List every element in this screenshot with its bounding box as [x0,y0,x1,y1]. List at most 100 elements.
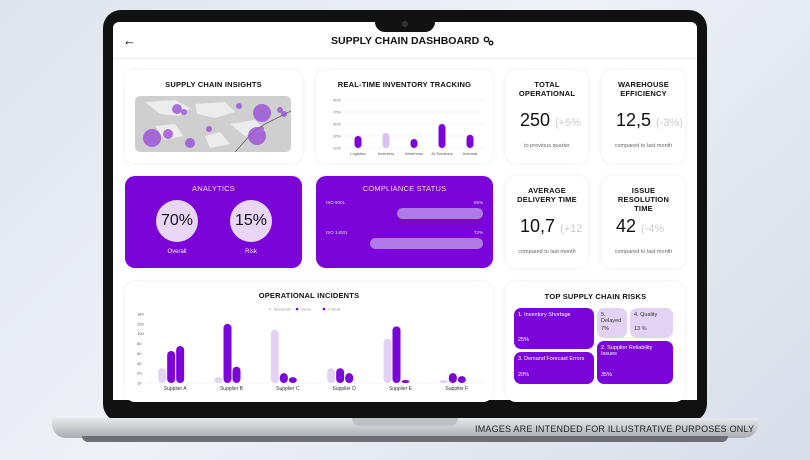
laptop-groove [352,418,458,426]
risk-tile[interactable]: 2. Supplier Reliability Issues 35% [597,341,673,384]
kpi-subtitle: compared to last month [614,143,673,149]
x-tick-label: Supplier D [332,386,356,392]
kpi-title: TOTAL OPERATIONAL [518,80,576,98]
card-title: SUPPLY CHAIN INSIGHTS [165,80,262,89]
legend-marker [322,307,326,311]
y-tick-label: 70% [333,110,341,115]
compliance-label: ISO 9001 [326,200,346,205]
incident-bar[interactable] [345,373,354,383]
risk-label: 4. Quality [634,312,658,318]
risk-pct: 25% [518,337,530,343]
incident-bar[interactable] [401,380,410,383]
compliance-label: ISO 14001 [326,230,348,235]
overall-label: Overall [167,249,187,255]
incident-bar[interactable] [214,377,223,383]
card-title: OPERATIONAL INCIDENTS [258,291,360,300]
kpi-card: AVERAGE DELIVERY TIME 10,7 (+12 compared … [506,176,588,268]
risk-pct: 7% [601,326,609,332]
x-tick-label: Automat [463,151,479,156]
incident-bar[interactable] [176,346,185,383]
incident-bar[interactable] [336,368,345,383]
gears-icon[interactable] [483,36,494,46]
risk-tile[interactable]: 3. Demand Forecast Errors 20% [514,352,594,384]
incident-bar[interactable] [383,338,392,383]
laptop-base-bottom [82,436,728,442]
incident-bar[interactable] [439,380,448,383]
kpi-delta: (+12 [560,223,583,235]
x-tick-label: Supplier F [445,386,468,392]
legend-label: Critical [328,307,340,312]
card-title: REAL-TIME INVENTORY TRACKING [337,80,472,89]
risk-label: 2. Supplier Reliability Issues [601,345,653,357]
risk-pct: 13 % [634,326,647,332]
inventory-bar[interactable] [382,133,390,148]
incident-bar[interactable] [232,366,241,383]
legend-label: Sever [301,307,312,312]
laptop-base [52,418,758,438]
risk-label: 1. Inventory Shortage [518,312,571,318]
y-tick-label: 90% [333,98,341,103]
x-tick-label: Warehous [405,151,423,156]
arrow-left-icon[interactable]: ← [123,33,136,48]
risk-tile[interactable]: 5. Delayed 7% [597,308,627,338]
kpi-delta: (-3%) [656,117,683,129]
kpi-value: 250 (+5% [520,110,581,131]
x-tick-label: Inventory [378,151,394,156]
kpi-card: TOTAL OPERATIONAL 250 (+5% to previous qu… [506,70,588,163]
card-title: ANALYTICS [192,184,235,193]
inventory-bar[interactable] [354,136,362,148]
compliance-pct: 72% [473,230,483,235]
y-tick-label: 40 [137,361,142,366]
kpi-delta: (+5% [555,117,582,129]
incident-bar[interactable] [279,373,288,383]
risk-tile[interactable]: 4. Quality 13 % [630,308,673,338]
x-tick-label: Supplier A [164,386,187,392]
risk-label: 3. Demand Forecast Errors [518,356,585,362]
x-tick-label: Supplier E [389,386,413,392]
incident-bar[interactable] [457,376,466,383]
kpi-title: AVERAGE DELIVERY TIME [517,186,577,204]
incidents-chart: Moderate Sever Critical 10 20 40 60 80 100 120 140… [137,307,485,392]
disclaimer: IMAGES ARE INTENDED FOR ILLUSTRATIVE PUR… [475,424,755,434]
kpi-number: 12,5 [616,110,652,130]
kpi-card: ISSUE RESOLUTION TIME 42 (-4% compared to… [602,176,685,268]
kpi-number: 250 [520,110,551,130]
incident-bar[interactable] [167,350,176,383]
compliance-bar [396,208,483,219]
kpi-subtitle: compared to last month [614,249,673,255]
world-map[interactable] [135,96,291,152]
risk-tile[interactable]: 1. Inventory Shortage 25% [514,308,594,349]
incident-bar[interactable] [223,323,232,383]
compliance-pct: 55% [473,200,483,205]
y-tick-label: 10% [333,146,341,151]
kpi-value: 42 (-4% [616,216,664,237]
page-title: SUPPLY CHAIN DASHBOARD [331,35,480,47]
incident-bar[interactable] [288,377,297,383]
inventory-bar[interactable] [438,124,446,148]
incident-bar[interactable] [158,368,167,383]
inventory-bar[interactable] [410,139,418,148]
x-tick-label: AI Solutions [431,151,452,156]
risk-value: 15% [230,200,272,242]
x-tick-label: Supplier C [276,386,300,392]
legend-marker [268,307,272,311]
kpi-value: 12,5 (-3%) [616,110,683,131]
kpi-title: WAREHOUSE EFFICIENCY [618,80,669,98]
incident-bar[interactable] [270,329,279,383]
kpi-subtitle: compared to last month [518,249,576,255]
x-tick-label: Supplier B [220,386,244,392]
card-title: TOP SUPPLY CHAIN RISKS [544,292,647,301]
risk-pct: 35% [601,372,613,378]
kpi-title: ISSUE RESOLUTION TIME [617,186,670,213]
incident-bar[interactable] [392,326,401,383]
inventory-bar[interactable] [466,134,474,148]
y-tick-label: 140 [137,312,144,317]
overall-value: 70% [156,200,198,242]
y-tick-label: 10 [137,381,142,386]
compliance-status-card: COMPLIANCE STATUS ISO 9001 55% ISO 14001… [316,176,493,268]
y-tick-label: 30% [333,134,341,139]
incident-bar[interactable] [448,373,457,383]
incident-bar[interactable] [327,368,336,383]
y-tick-label: 50% [333,122,341,127]
y-tick-label: 120 [137,321,144,326]
